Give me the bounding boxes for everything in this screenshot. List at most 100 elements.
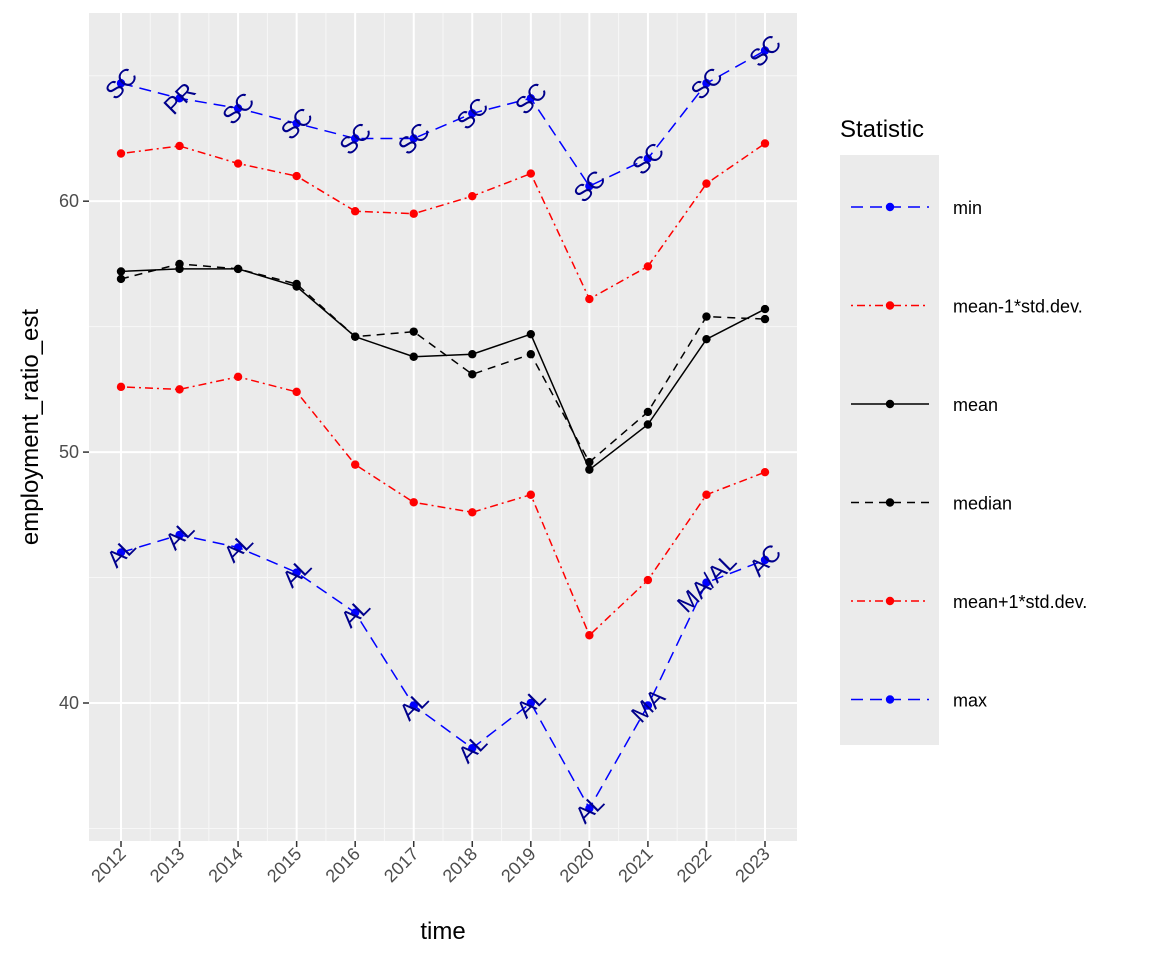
data-point <box>526 169 536 178</box>
legend-items: min mean-1*std.dev. mean median mean+1*std.d… <box>851 198 1087 711</box>
legend-label: median <box>953 494 1012 514</box>
data-point <box>468 109 477 118</box>
legend-label: min <box>953 198 982 218</box>
data-point <box>116 79 126 88</box>
data-point <box>233 104 243 113</box>
legend-label: mean <box>953 395 998 415</box>
x-tick-label: 2017 <box>380 844 422 886</box>
data-point <box>116 149 126 158</box>
data-point <box>760 139 770 148</box>
legend-key-background <box>840 155 939 745</box>
data-point <box>760 314 770 324</box>
legend-title: Statistic <box>840 116 924 143</box>
legend-item-mean: mean <box>851 395 998 415</box>
legend-item-mean+1*std.dev.: mean+1*std.dev. <box>851 592 1087 612</box>
data-point <box>526 329 536 339</box>
data-point <box>702 79 711 88</box>
data-point <box>643 407 653 417</box>
legend-item-min: min <box>851 198 982 218</box>
data-point <box>468 191 477 201</box>
data-point <box>760 555 770 565</box>
series-line <box>120 268 766 471</box>
series-layer <box>116 46 770 813</box>
data-point <box>526 350 536 359</box>
data-point <box>702 578 711 587</box>
x-tick-label: 2015 <box>263 844 305 886</box>
legend-key-point <box>885 301 895 310</box>
data-point <box>702 312 711 321</box>
data-point <box>175 530 184 540</box>
data-point <box>409 352 418 361</box>
series-line <box>120 142 766 301</box>
data-point <box>643 701 653 710</box>
data-point <box>409 134 418 143</box>
data-point <box>526 94 536 103</box>
legend-item-max: max <box>851 691 987 711</box>
series-line <box>120 263 766 464</box>
data-point <box>116 548 126 557</box>
data-point <box>233 159 243 168</box>
legend-key-point <box>885 596 895 606</box>
series-line <box>120 534 766 810</box>
data-point <box>585 804 594 813</box>
data-point <box>116 274 126 284</box>
data-point <box>468 508 477 517</box>
legend-label: max <box>953 691 987 711</box>
series-max <box>116 530 770 813</box>
legend-label: mean+1*std.dev. <box>953 592 1087 612</box>
x-tick-label: 2018 <box>439 844 481 886</box>
data-point <box>585 181 594 191</box>
data-point <box>760 304 770 314</box>
x-tick-label: 2013 <box>146 844 188 886</box>
x-tick-label: 2014 <box>204 844 246 886</box>
data-point <box>350 460 360 469</box>
legend-item-median: median <box>851 494 1012 514</box>
data-point <box>409 498 418 507</box>
series-line <box>120 376 766 637</box>
data-point <box>643 262 653 271</box>
data-point <box>233 372 243 382</box>
y-tick-label: 50 <box>59 442 79 462</box>
x-tick-label: 2023 <box>731 844 773 886</box>
legend-key-point <box>885 498 895 507</box>
data-point <box>409 209 418 218</box>
legend-item-mean-1*std.dev.: mean-1*std.dev. <box>851 297 1083 317</box>
data-point <box>643 575 653 585</box>
y-tick-label: 60 <box>59 191 79 211</box>
data-point <box>175 141 184 151</box>
data-point <box>526 490 536 499</box>
data-point <box>468 350 477 359</box>
data-point <box>350 608 360 617</box>
data-point <box>175 94 184 103</box>
legend-label: mean-1*std.dev. <box>953 297 1083 317</box>
data-point <box>175 259 184 269</box>
series-mean+1*std.dev. <box>116 372 770 640</box>
series-line <box>120 49 766 188</box>
series-min <box>116 46 770 191</box>
x-axis-title: time <box>420 918 465 945</box>
data-point <box>526 698 536 708</box>
data-point <box>409 327 418 336</box>
series-median <box>116 259 770 467</box>
data-point <box>760 467 770 477</box>
data-point <box>292 279 301 289</box>
legend-key-point <box>885 695 895 704</box>
x-tick-label: 2020 <box>556 844 598 886</box>
data-point <box>643 154 653 163</box>
y-tick-label: 40 <box>59 693 79 713</box>
data-point <box>409 701 418 710</box>
series-mean-1*std.dev. <box>116 139 770 304</box>
x-tick-label: 2012 <box>87 844 129 886</box>
data-point <box>468 370 477 379</box>
data-point <box>233 264 243 274</box>
data-point <box>760 46 770 55</box>
data-point <box>702 490 711 499</box>
y-axis-title: employment_ratio_est <box>17 309 44 545</box>
data-point <box>702 334 711 344</box>
data-point <box>585 457 594 467</box>
data-point <box>292 119 301 128</box>
data-point <box>292 568 301 577</box>
data-point <box>350 207 360 216</box>
data-point <box>116 382 126 392</box>
